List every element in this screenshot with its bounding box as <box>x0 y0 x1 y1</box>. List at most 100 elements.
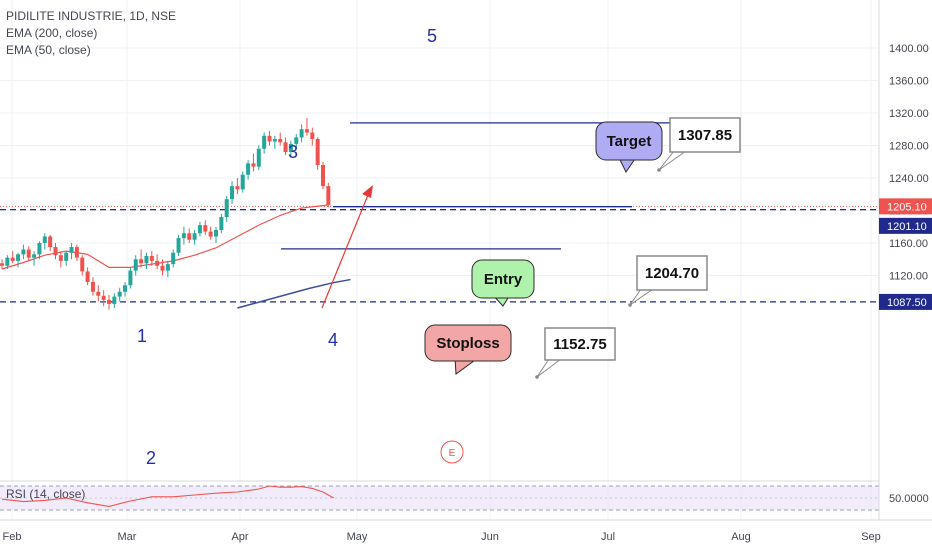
candle-body <box>155 260 160 266</box>
ema-lines <box>1 204 351 309</box>
candle-body <box>230 186 235 200</box>
target-value-value: 1307.85 <box>678 127 732 144</box>
candle-body <box>112 296 117 304</box>
candle-body <box>214 230 218 237</box>
candle-body <box>304 129 309 133</box>
entry-value-box <box>636 255 708 291</box>
candle-body <box>176 238 181 253</box>
candle-body <box>246 163 251 175</box>
candle-body <box>101 295 106 300</box>
hline-1-badge-text: 1201.10 <box>887 221 927 233</box>
rsi-pane: RSI (14, close) 50.0000 <box>0 485 929 511</box>
candle-body <box>96 291 101 296</box>
candle-body <box>117 291 122 297</box>
entry-value-anchor <box>628 303 632 307</box>
candle-body <box>160 265 165 271</box>
candle-body <box>74 247 79 258</box>
target-value-box <box>669 117 741 153</box>
stoploss-label: Stoploss <box>436 335 499 352</box>
wave-label-4: 4 <box>328 330 338 350</box>
axes: 1400.001360.001320.001280.001240.001200.… <box>0 0 932 543</box>
entry-value-pointer <box>629 288 654 306</box>
target-label: Target <box>607 133 652 150</box>
candle-body <box>208 231 213 237</box>
candle-body <box>294 137 299 144</box>
candle-body <box>267 135 272 142</box>
candle-body <box>16 254 21 261</box>
event-marker-label: E <box>449 448 456 459</box>
candle-body <box>26 249 31 258</box>
candle-body <box>139 259 144 264</box>
ema-200-legend[interactable]: EMA (200, close) <box>6 26 98 40</box>
candle-body <box>64 252 69 261</box>
candle-body <box>128 270 133 286</box>
rsi-label: RSI (14, close) <box>6 487 85 501</box>
stoploss-value-value: 1152.75 <box>553 336 606 353</box>
entry-value-value: 1204.70 <box>645 265 699 282</box>
candle-body <box>10 257 15 261</box>
candle-body <box>283 142 288 152</box>
candle-body <box>219 217 224 230</box>
levels <box>0 122 879 303</box>
candle-body <box>251 163 256 167</box>
stoploss-bubble <box>424 324 512 362</box>
candle-body <box>0 263 4 266</box>
wave-label-2: 2 <box>146 448 156 468</box>
candle-body <box>171 252 176 265</box>
last-price-badge-text: 1205.10 <box>887 201 927 213</box>
target-value-anchor <box>657 168 661 172</box>
candle-body <box>5 257 10 266</box>
stoploss-value-box <box>544 327 616 361</box>
y-tick-label: 1360.00 <box>889 76 929 88</box>
ema-200-line <box>237 278 351 309</box>
candle-body <box>272 139 277 142</box>
y-tick-label: 1160.00 <box>889 238 928 250</box>
entry-label: Entry <box>484 271 523 288</box>
x-tick-label: Jul <box>601 531 615 543</box>
hline-2-badge <box>879 293 932 310</box>
candle-body <box>37 243 42 255</box>
stoploss-value-pointer <box>536 358 562 378</box>
candle-body <box>123 285 128 292</box>
candle-body <box>58 255 63 261</box>
candle-body <box>165 264 170 271</box>
target-bubble <box>595 121 663 161</box>
candle-body <box>315 139 320 165</box>
rsi-tick-label: 50.0000 <box>889 493 929 505</box>
rsi-line <box>1 485 334 507</box>
x-tick-label: Aug <box>731 531 751 543</box>
entry-bubble <box>471 259 535 299</box>
candle-body <box>224 199 229 217</box>
candle-body <box>48 236 53 248</box>
candle-body <box>262 135 267 149</box>
candle-body <box>133 259 138 271</box>
candle-body <box>203 225 208 232</box>
candle-body <box>149 256 154 261</box>
hline-1-badge <box>879 217 932 234</box>
candle-body <box>240 174 245 190</box>
candle-body <box>42 236 47 243</box>
x-tick-label: May <box>347 531 368 543</box>
candle-body <box>299 129 304 138</box>
x-tick-label: Mar <box>118 531 137 543</box>
symbol-title[interactable]: PIDILITE INDUSTRIE, 1D, NSE <box>6 9 177 23</box>
annotations: 1 2 3 4 5 E Target 1307.85 Entry 1204.70 Stoploss 1… <box>137 26 741 468</box>
y-tick-label: 1240.00 <box>889 173 929 185</box>
candle-body <box>310 132 315 139</box>
candle-body <box>80 257 85 272</box>
candle-body <box>69 247 74 253</box>
grid <box>0 0 878 520</box>
candle-body <box>107 299 111 304</box>
event-marker <box>440 440 464 464</box>
candle-body <box>181 233 186 239</box>
candles <box>0 117 331 310</box>
candle-body <box>235 186 240 190</box>
target-value-pointer <box>658 150 687 171</box>
candle-body <box>187 233 192 240</box>
candle-body <box>278 139 283 143</box>
candle-body <box>85 271 90 282</box>
y-tick-label: 1400.00 <box>889 43 929 55</box>
ema-50-legend[interactable]: EMA (50, close) <box>6 43 91 57</box>
